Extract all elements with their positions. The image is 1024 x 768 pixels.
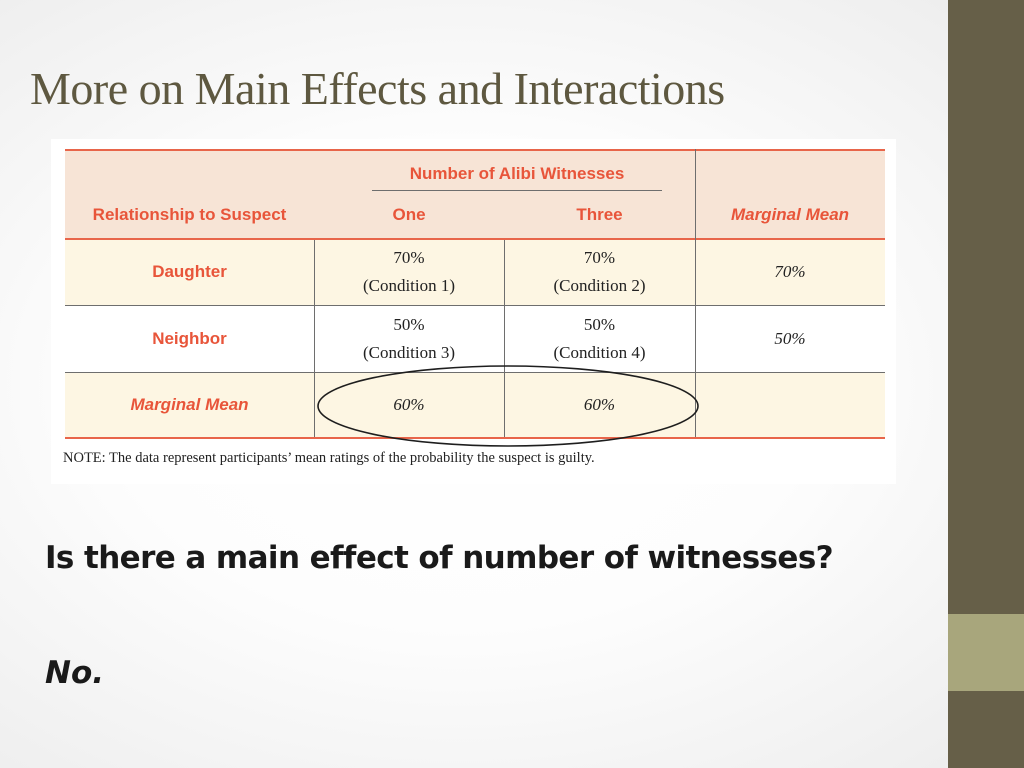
cell-value: 70% — [393, 248, 425, 267]
table-cell: 70% (Condition 1) — [314, 239, 504, 305]
table-note: NOTE: The data represent participants’ m… — [63, 450, 595, 466]
row-header-label: Relationship to Suspect — [92, 205, 287, 224]
row-label-daughter: Daughter — [152, 262, 227, 281]
marginal-row-fill — [65, 372, 885, 437]
answer-text: No. — [45, 655, 105, 691]
daughter-row-fill — [65, 239, 885, 305]
row-divider — [65, 305, 885, 306]
column-header-three: Three — [576, 205, 623, 224]
marginal-mean-three: 60% — [583, 395, 616, 414]
cell-value: 50% — [583, 315, 616, 334]
table-cell: 70% (Condition 2) — [504, 239, 695, 305]
table-cell: 50% (Condition 3) — [314, 306, 504, 372]
highlight-ellipse — [317, 365, 699, 447]
cell-condition: (Condition 2) — [553, 276, 646, 295]
table-top-rule — [65, 149, 885, 151]
table-image: Number of Alibi Witnesses Relationship t… — [51, 139, 896, 484]
table-header-rule — [65, 238, 885, 240]
column-header-marginal-mean: Marginal Mean — [730, 205, 850, 224]
table-header-fill — [65, 149, 885, 239]
column-divider — [314, 240, 315, 437]
column-divider — [504, 240, 505, 437]
cell-value: 70% — [583, 248, 616, 267]
right-accent-block — [948, 614, 1024, 691]
slide-title: More on Main Effects and Interactions — [30, 63, 725, 114]
row-divider — [65, 372, 885, 373]
table-cell: 50% (Condition 4) — [504, 306, 695, 372]
results-table: Number of Alibi Witnesses Relationship t… — [65, 149, 885, 447]
cell-value: 50% — [393, 315, 425, 334]
marginal-mean-neighbor: 50% — [774, 329, 806, 348]
table-bottom-rule — [65, 437, 885, 439]
spanning-header-rule — [372, 190, 662, 191]
row-label-neighbor: Neighbor — [152, 329, 227, 348]
spanning-header: Number of Alibi Witnesses — [409, 164, 625, 183]
cell-condition: (Condition 3) — [362, 343, 456, 362]
marginal-mean-daughter: 70% — [774, 262, 806, 281]
marginal-mean-one: 60% — [393, 395, 425, 414]
question-text: Is there a main effect of number of witn… — [45, 540, 834, 576]
cell-condition: (Condition 1) — [362, 276, 456, 295]
column-header-one: One — [392, 205, 426, 224]
row-label-marginal-mean: Marginal Mean — [130, 395, 249, 414]
cell-condition: (Condition 4) — [553, 343, 646, 362]
column-divider — [695, 149, 696, 437]
